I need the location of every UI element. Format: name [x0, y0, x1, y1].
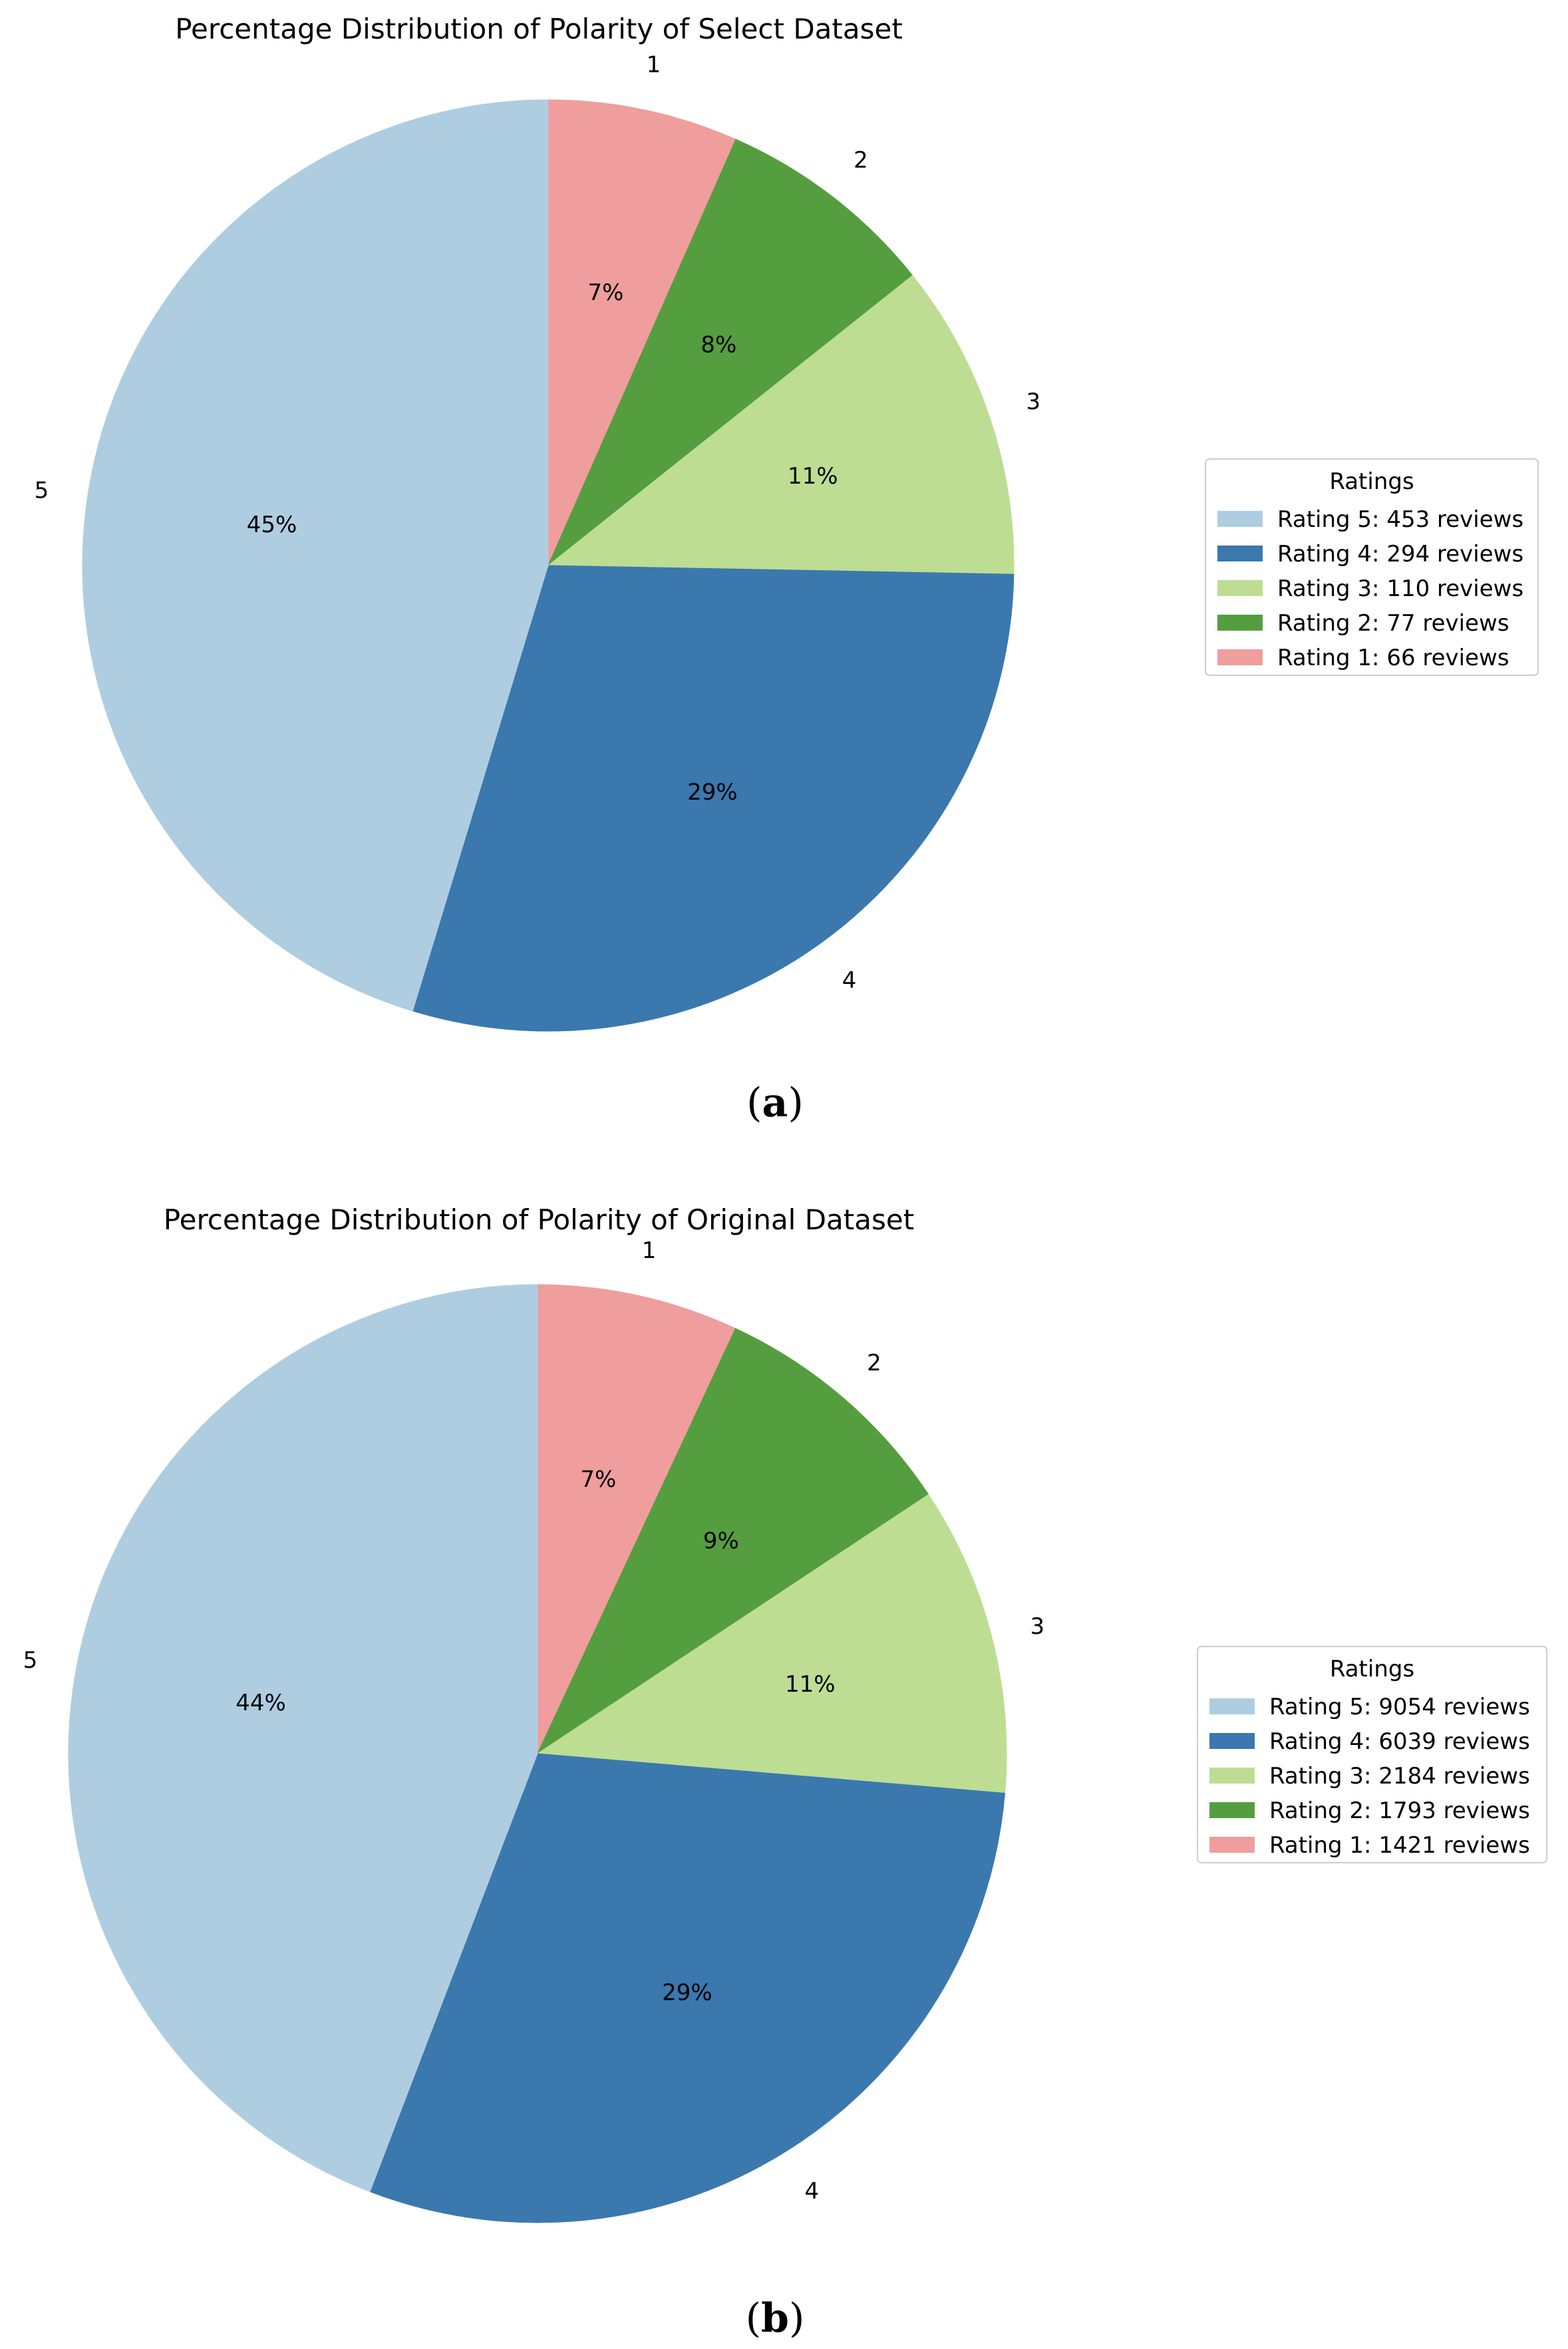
legend-entry: Rating 3: 2184 reviews: [1269, 1763, 1530, 1790]
slice-category-label: 4: [804, 2178, 819, 2205]
panel-caption: (a): [746, 1080, 804, 1126]
slice-category-label: 5: [35, 478, 49, 504]
legend-entry: Rating 3: 110 reviews: [1277, 575, 1523, 602]
legend-entry: Rating 5: 453 reviews: [1277, 506, 1523, 533]
legend-swatch: [1217, 580, 1263, 596]
legend-swatch: [1209, 1768, 1255, 1784]
chart-panel-b: Percentage Distribution of Polarity of O…: [23, 1203, 1547, 2342]
slice-percent-label: 11%: [785, 1671, 836, 1698]
slice-percent-label: 8%: [701, 331, 736, 358]
pie-slice-rating-5: [82, 99, 549, 1012]
slice-percent-label: 7%: [588, 279, 624, 306]
legend-entry: Rating 2: 77 reviews: [1277, 610, 1509, 637]
legend-entry: Rating 1: 66 reviews: [1277, 645, 1509, 671]
slice-category-label: 1: [642, 1237, 657, 1264]
pie-slice-rating-4: [369, 1753, 1006, 2223]
slice-percent-label: 7%: [580, 1466, 616, 1493]
legend-swatch: [1217, 649, 1263, 665]
legend-title: Ratings: [1329, 468, 1414, 495]
slice-category-label: 3: [1030, 1613, 1044, 1640]
slice-category-label: 2: [867, 1350, 881, 1376]
pie-slice-rating-3: [547, 275, 1015, 575]
legend: Ratings Rating 5: 453 reviews Rating 4: 29…: [1205, 458, 1539, 676]
legend-swatch: [1217, 546, 1263, 561]
panel-caption: (b): [746, 2295, 805, 2342]
slice-percent-label: 44%: [235, 1690, 286, 1716]
slice-percent-label: 9%: [703, 1527, 739, 1554]
pie-slice-rating-1: [548, 99, 736, 566]
chart-title: Percentage Distribution of Polarity of O…: [164, 1203, 914, 1236]
legend-swatch: [1209, 1802, 1255, 1818]
legend-frame: [1205, 458, 1539, 676]
slice-category-label: 1: [647, 52, 661, 78]
pie-slice-rating-2: [548, 138, 913, 566]
slice-category-label: 3: [1026, 389, 1040, 415]
pie-slice-rating-4: [412, 565, 1015, 1032]
slice-category-label: 2: [854, 147, 868, 174]
legend-swatch: [1209, 1733, 1255, 1749]
slice-category-label: 4: [842, 967, 857, 994]
legend-entry: Rating 4: 294 reviews: [1277, 541, 1523, 567]
legend-entry: Rating 2: 1793 reviews: [1269, 1798, 1530, 1824]
chart-title: Percentage Distribution of Polarity of S…: [175, 13, 903, 45]
legend-frame: [1197, 1646, 1547, 1863]
legend-entry: Rating 5: 9054 reviews: [1269, 1694, 1530, 1720]
slice-percent-label: 45%: [247, 512, 297, 538]
chart-panel-a: Percentage Distribution of Polarity of S…: [35, 13, 1539, 1126]
pie-slice-rating-1: [537, 1284, 736, 1754]
pie-slice-rating-3: [536, 1493, 1007, 1794]
slice-category-label: 5: [23, 1647, 38, 1674]
pie-slice-rating-5: [68, 1284, 538, 2193]
legend-swatch: [1217, 511, 1263, 527]
legend-swatch: [1217, 615, 1263, 631]
legend-entry: Rating 1: 1421 reviews: [1269, 1832, 1530, 1859]
slice-percent-label: 11%: [788, 463, 838, 490]
slice-percent-label: 29%: [662, 1979, 712, 2006]
legend-entry: Rating 4: 6039 reviews: [1269, 1728, 1530, 1755]
legend-title: Ratings: [1330, 1656, 1414, 1682]
legend-swatch: [1209, 1837, 1255, 1853]
slice-percent-label: 29%: [687, 779, 738, 806]
legend: Ratings Rating 5: 9054 reviews Rating 4: 6…: [1197, 1646, 1547, 1863]
legend-swatch: [1209, 1698, 1255, 1714]
pie-slice-rating-2: [536, 1328, 929, 1755]
